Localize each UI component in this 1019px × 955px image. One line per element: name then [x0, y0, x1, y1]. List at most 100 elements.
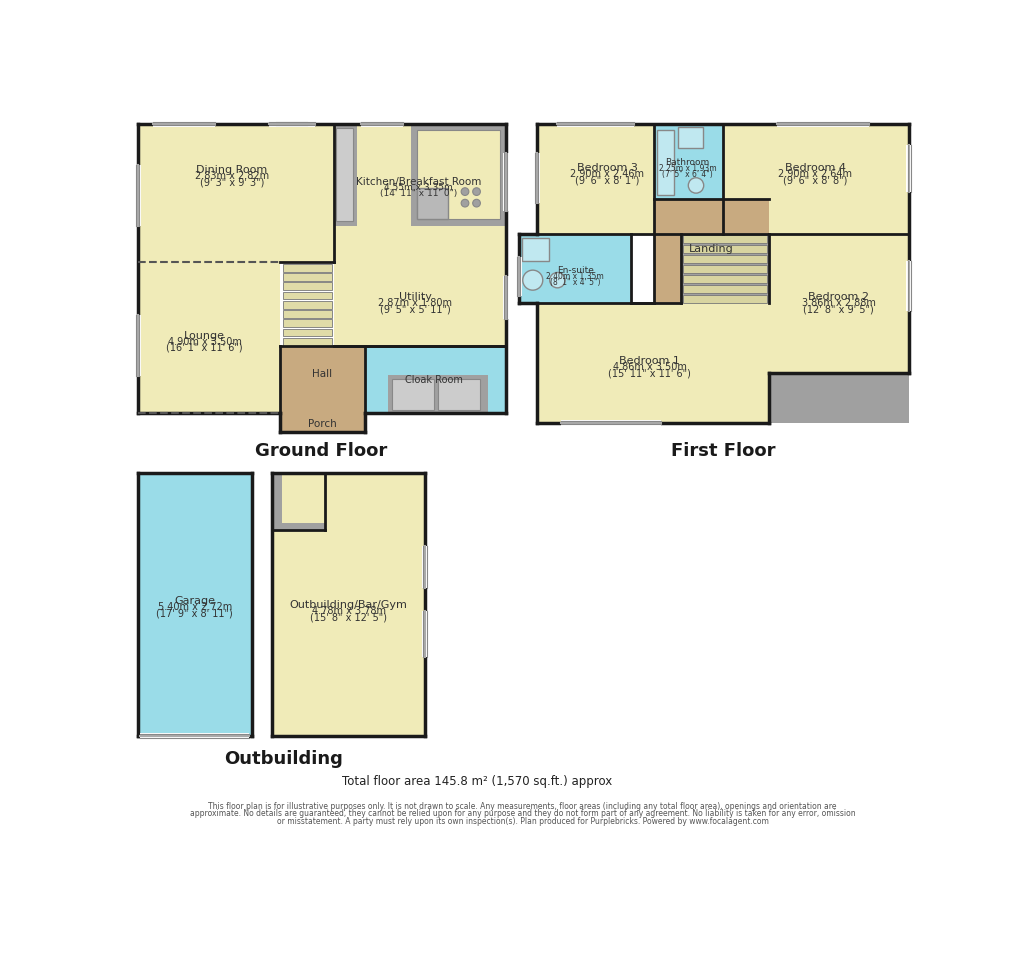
Text: Bedroom 1: Bedroom 1	[619, 356, 680, 366]
Text: Garage: Garage	[174, 596, 215, 606]
Text: 4.86m x 3.50m: 4.86m x 3.50m	[612, 362, 686, 372]
Bar	[153, 120, 215, 127]
Text: (9' 5" x 5' 11"): (9' 5" x 5' 11")	[379, 305, 449, 314]
Bar	[282, 273, 331, 281]
Circle shape	[472, 200, 480, 207]
Bar	[560, 419, 660, 426]
Bar	[536, 124, 680, 234]
Bar	[282, 329, 331, 336]
Bar	[516, 257, 522, 295]
Text: (15' 11" x 11' 6"): (15' 11" x 11' 6")	[607, 369, 691, 378]
Bar	[437, 379, 480, 410]
Bar	[683, 275, 766, 284]
Text: Porch: Porch	[308, 419, 336, 429]
Bar	[776, 120, 868, 127]
Text: Dining Room: Dining Room	[196, 165, 267, 175]
Bar	[138, 473, 252, 736]
Bar	[533, 153, 539, 203]
Text: 2.90m x 2.46m: 2.90m x 2.46m	[570, 169, 644, 179]
Text: First Floor: First Floor	[671, 442, 774, 460]
Bar	[556, 120, 634, 127]
Text: (15' 8" x 12' 5"): (15' 8" x 12' 5")	[310, 612, 387, 623]
Bar	[678, 127, 702, 148]
Bar	[768, 234, 908, 372]
Bar	[519, 234, 630, 304]
Bar	[334, 346, 505, 414]
Bar	[502, 276, 508, 319]
Bar	[417, 188, 447, 219]
Bar	[365, 346, 505, 414]
Bar	[411, 124, 505, 226]
Bar	[683, 235, 766, 244]
Bar	[138, 263, 280, 414]
Text: (9' 6" x 8' 1"): (9' 6" x 8' 1")	[575, 175, 639, 185]
Bar	[135, 164, 141, 226]
Text: En-suite: En-suite	[556, 265, 593, 275]
Bar	[683, 244, 766, 253]
Bar	[282, 283, 331, 290]
Text: Hall: Hall	[312, 369, 332, 379]
Text: Outbuilding: Outbuilding	[224, 750, 343, 768]
Text: Bedroom 2: Bedroom 2	[807, 292, 868, 302]
Bar	[653, 200, 768, 304]
Circle shape	[461, 188, 469, 196]
Bar	[905, 145, 911, 192]
Text: 4.55m x 3.35m: 4.55m x 3.35m	[384, 183, 452, 192]
Bar	[422, 546, 428, 588]
Text: Bedroom 4: Bedroom 4	[784, 162, 845, 173]
Bar	[722, 124, 908, 234]
Circle shape	[688, 178, 703, 193]
Text: approximate. No details are guaranteed, they cannot be relied upon for any purpo: approximate. No details are guaranteed, …	[190, 809, 855, 818]
Text: 2.83m x 2.82m: 2.83m x 2.82m	[195, 171, 268, 181]
Text: or misstatement. A party must rely upon its own inspection(s). Plan produced for: or misstatement. A party must rely upon …	[276, 817, 768, 826]
Bar	[138, 124, 334, 263]
Bar	[683, 295, 766, 304]
Bar	[653, 124, 722, 200]
Bar	[905, 261, 911, 311]
Bar	[502, 153, 508, 211]
Text: Ground Floor: Ground Floor	[255, 442, 387, 460]
Text: Kitchen/Breakfast Room: Kitchen/Breakfast Room	[356, 177, 481, 186]
Bar	[361, 120, 403, 127]
Text: (9' 3" x 9' 3"): (9' 3" x 9' 3")	[200, 178, 264, 187]
Bar	[140, 732, 250, 739]
Text: 4.90m x 3.50m: 4.90m x 3.50m	[168, 337, 242, 347]
Bar	[272, 473, 425, 736]
Text: (7' 5" x 6' 4"): (7' 5" x 6' 4")	[661, 170, 712, 180]
Text: Lounge: Lounge	[184, 330, 225, 341]
Text: Utility: Utility	[398, 292, 431, 302]
Text: 2.87m x 1.80m: 2.87m x 1.80m	[378, 298, 451, 308]
Text: Total floor area 145.8 m² (1,570 sq.ft.) approx: Total floor area 145.8 m² (1,570 sq.ft.)…	[341, 775, 611, 788]
Bar	[280, 414, 365, 432]
Text: Bedroom 3: Bedroom 3	[577, 162, 637, 173]
Bar	[268, 120, 307, 127]
Circle shape	[523, 270, 542, 290]
Text: 2.90m x 2.64m: 2.90m x 2.64m	[777, 169, 852, 179]
Text: (12' 8" x 9' 5"): (12' 8" x 9' 5")	[802, 305, 873, 314]
Bar	[336, 129, 353, 221]
Bar	[276, 120, 315, 127]
Bar	[522, 238, 548, 261]
Bar	[282, 301, 331, 308]
Bar	[281, 473, 324, 522]
Bar	[280, 346, 365, 414]
Bar	[683, 255, 766, 264]
Text: 4.78m x 3.78m: 4.78m x 3.78m	[312, 606, 385, 616]
Text: 2.40m x 1.35m: 2.40m x 1.35m	[546, 272, 603, 281]
Bar	[680, 234, 768, 304]
Text: (16' 1" x 11' 6"): (16' 1" x 11' 6")	[166, 343, 243, 353]
Text: (17' 9" x 8' 11"): (17' 9" x 8' 11")	[156, 608, 233, 619]
Bar	[768, 372, 908, 423]
Text: Outbuilding/Bar/Gym: Outbuilding/Bar/Gym	[289, 600, 408, 610]
Text: This floor plan is for illustrative purposes only. It is not drawn to scale. Any: This floor plan is for illustrative purp…	[208, 801, 837, 811]
Text: 2.25m x 1.93m: 2.25m x 1.93m	[658, 164, 715, 173]
Bar	[683, 265, 766, 273]
Text: Cloak Room: Cloak Room	[405, 375, 463, 385]
Bar	[334, 124, 357, 226]
Bar	[417, 130, 500, 219]
Text: (9' 6" x 8' 8"): (9' 6" x 8' 8")	[783, 175, 847, 185]
Text: Landing: Landing	[689, 244, 733, 254]
Bar	[391, 379, 434, 410]
Bar	[282, 338, 331, 346]
Bar	[272, 473, 324, 530]
